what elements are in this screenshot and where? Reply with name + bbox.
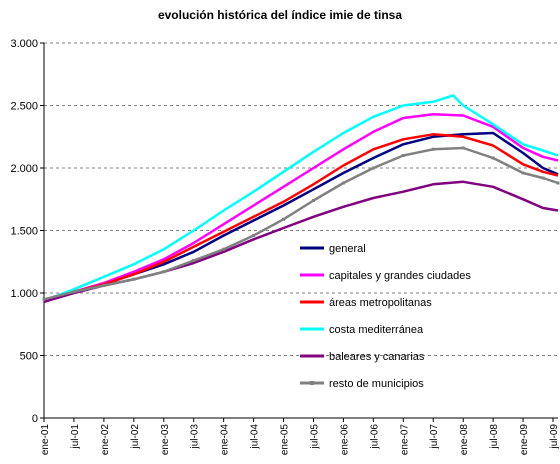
series-marker <box>282 217 286 221</box>
x-tick-label: jul-08 <box>489 424 500 450</box>
series-lines <box>42 94 560 303</box>
legend-label: baleares y canarias <box>329 351 425 363</box>
x-tick-label: ene-07 <box>399 424 410 456</box>
series-marker <box>431 147 435 151</box>
y-tick-label: 2.000 <box>10 163 38 175</box>
series-line-4 <box>43 180 559 303</box>
y-tick-label: 500 <box>20 351 38 363</box>
y-tick-label: 2.500 <box>10 101 38 113</box>
series-marker <box>556 181 560 185</box>
series-marker <box>341 181 345 185</box>
legend: general capitales y grandes ciudades áreas… <box>300 243 471 390</box>
x-tick-label: ene-04 <box>220 424 231 456</box>
legend-marker <box>310 381 314 385</box>
y-tick-label: 3.000 <box>10 38 38 50</box>
x-tick-label: ene-03 <box>160 424 171 456</box>
series-line-1 <box>43 113 559 302</box>
legend-label: costa mediterránea <box>329 324 424 336</box>
x-tick-label: jul-06 <box>369 424 380 450</box>
x-tick-label: jul-03 <box>190 424 201 450</box>
y-tick-label: 0 <box>32 413 38 425</box>
series-marker <box>371 166 375 170</box>
x-tick-label: ene-05 <box>280 424 291 456</box>
x-tick-label: jul-09 <box>549 424 560 450</box>
series-marker <box>401 154 405 157</box>
x-tick-label: jul-07 <box>429 424 440 450</box>
series-marker <box>222 247 226 251</box>
gridlines <box>44 42 558 356</box>
x-tick-label: jul-05 <box>309 424 320 450</box>
legend-label: resto de municipios <box>329 378 424 390</box>
x-tick-label: ene-02 <box>100 424 111 456</box>
series-marker <box>42 297 46 301</box>
series-marker <box>162 270 166 274</box>
y-tick-label: 1.500 <box>10 226 38 238</box>
legend-label: capitales y grandes ciudades <box>329 270 471 282</box>
series-line-3 <box>43 94 559 302</box>
series-marker <box>132 277 136 281</box>
series-marker <box>192 259 196 262</box>
x-tick-label: jul-02 <box>130 424 141 450</box>
x-tick-label: ene-06 <box>339 424 350 456</box>
x-tick-label: ene-01 <box>40 424 51 456</box>
series-marker <box>491 156 495 160</box>
axes: 0 500 1.000 1.500 2.000 2.500 3.000 ene-01 jul-0… <box>10 38 560 455</box>
series-line-2 <box>43 133 559 303</box>
y-tick-label: 1.000 <box>10 288 38 300</box>
series-marker <box>541 176 545 180</box>
series-marker <box>72 290 76 294</box>
x-tick-label: jul-04 <box>250 424 261 450</box>
series-marker <box>461 146 465 150</box>
series-marker <box>102 284 106 287</box>
chart-title: evolución histórica del índice imie de t… <box>157 8 403 22</box>
series-marker <box>311 199 315 202</box>
series-marker <box>521 171 525 175</box>
series-marker <box>252 234 256 237</box>
legend-label: general <box>329 243 366 255</box>
x-tick-label: ene-09 <box>519 424 530 456</box>
x-tick-label: jul-01 <box>70 424 81 450</box>
x-tick-label: ene-08 <box>459 424 470 456</box>
legend-label: áreas metropolitanas <box>329 297 432 309</box>
